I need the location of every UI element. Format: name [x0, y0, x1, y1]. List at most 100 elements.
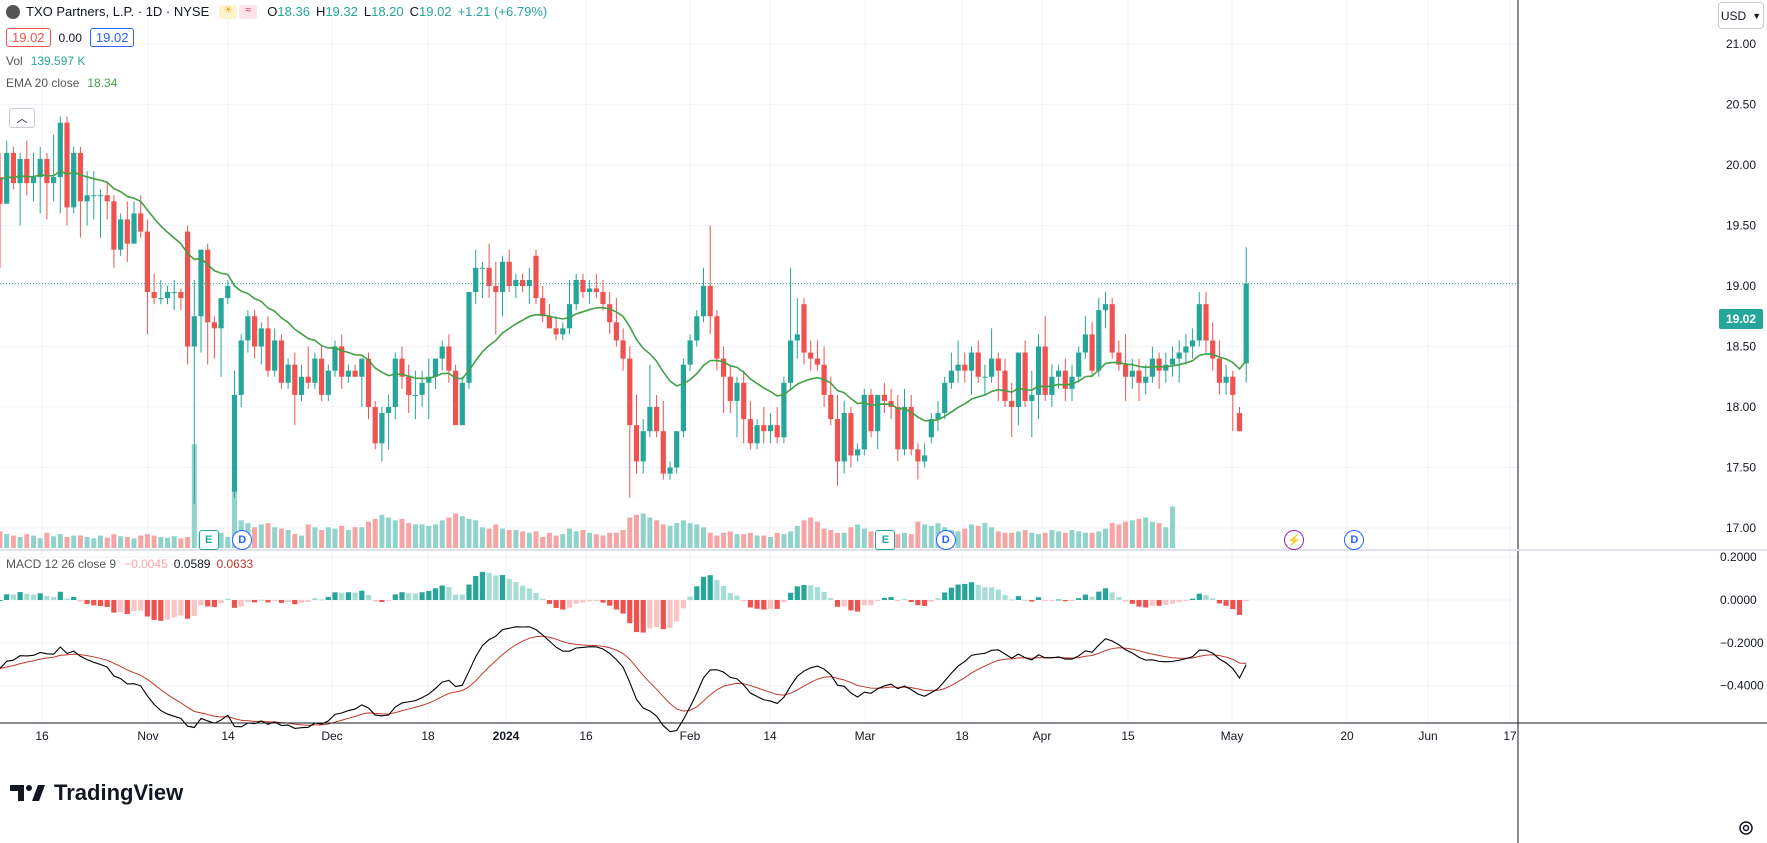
dividend-marker[interactable]: D — [935, 530, 956, 550]
macd-histogram-bar — [1223, 600, 1229, 606]
tradingview-logo[interactable]: TradingView — [10, 780, 183, 806]
volume-bar — [520, 531, 526, 548]
candle-body — [1136, 370, 1142, 383]
time-tick-label: 18 — [421, 729, 435, 743]
price-tick-label: 19.00 — [1726, 279, 1756, 293]
candle-body — [834, 419, 841, 462]
currency-selector[interactable]: USD ▼ — [1718, 2, 1764, 29]
macd-histogram-bar — [1116, 596, 1122, 600]
volume-bar — [707, 532, 713, 548]
volume-bar — [788, 531, 794, 548]
time-tick-label: 16 — [35, 729, 49, 743]
price-tick-label: 20.50 — [1726, 98, 1756, 112]
volume-bar — [741, 534, 747, 548]
macd-histogram-bar — [131, 600, 137, 612]
candle-body — [225, 286, 231, 299]
macd-histogram-bar — [225, 598, 231, 600]
candle-body — [727, 376, 733, 401]
spread-value: 0.00 — [58, 30, 82, 45]
sell-button[interactable]: 19.02 — [6, 28, 51, 47]
symbol-title[interactable]: TXO Partners, L.P. · 1D · NYSE — [26, 4, 210, 19]
macd-histogram-bar — [520, 585, 526, 600]
macd-histogram-bar — [714, 579, 720, 600]
candle-body — [868, 394, 874, 432]
macd-histogram-bar — [238, 600, 244, 607]
macd-histogram-bar — [553, 600, 559, 608]
macd-histogram-bar — [647, 600, 653, 629]
volume-bar — [928, 525, 934, 548]
volume-bar — [1069, 530, 1075, 548]
dividend-marker[interactable]: D — [1344, 530, 1365, 550]
price-tick-label: 21.00 — [1726, 37, 1756, 51]
candle-body — [814, 358, 820, 365]
chart-settings-button[interactable] — [1735, 817, 1757, 839]
volume-bar — [513, 530, 519, 548]
candle-body — [1042, 346, 1048, 395]
macd-histogram-bar — [305, 600, 311, 602]
volume-bar — [359, 527, 365, 548]
volume-bar — [593, 534, 599, 548]
candle-body — [352, 370, 358, 377]
macd-histogram-bar — [0, 600, 3, 601]
candle-body — [1002, 370, 1008, 401]
macd-histogram-bar — [365, 595, 372, 600]
candle-body — [1062, 370, 1068, 389]
macd-histogram-bar — [1123, 600, 1129, 602]
candle-body — [613, 322, 619, 341]
candle-body — [104, 195, 110, 202]
macd-histogram-bar — [526, 588, 532, 600]
macd-histogram-bar — [64, 598, 70, 600]
macd-histogram-bar — [667, 600, 673, 629]
volume-bar — [533, 531, 539, 548]
candle-body — [1009, 400, 1015, 407]
volume-bar — [386, 517, 392, 548]
macd-histogram-bar — [1076, 598, 1082, 600]
volume-bar — [218, 532, 224, 548]
candle-body — [51, 177, 57, 184]
volume-bar — [654, 520, 660, 548]
candle-body — [660, 431, 666, 474]
earnings-marker[interactable]: E — [875, 530, 896, 550]
macd-histogram-bar — [895, 600, 901, 602]
candle-body — [1056, 370, 1062, 377]
candle-body — [1116, 352, 1122, 365]
macd-histogram-bar — [566, 600, 573, 608]
volume-bar — [138, 535, 144, 548]
currency-label: USD — [1720, 8, 1747, 23]
macd-histogram-bar — [459, 594, 465, 600]
candlesticks — [0, 116, 1249, 504]
macd-histogram-bar — [620, 600, 626, 614]
candle-body — [667, 467, 673, 474]
volume-bar — [479, 527, 485, 548]
macd-histogram-bar — [319, 599, 325, 601]
candle-body — [285, 364, 291, 383]
candle-body — [761, 425, 767, 432]
macd-histogram-bar — [231, 600, 238, 608]
volume-bar — [399, 518, 405, 548]
low-value: 18.20 — [371, 4, 404, 19]
buy-button[interactable]: 19.02 — [89, 28, 135, 47]
macd-histogram-bar — [359, 590, 365, 600]
volume-bar — [178, 538, 184, 548]
volume-bar — [995, 531, 1001, 548]
time-tick-label: Mar — [855, 729, 876, 743]
macd-histogram-bar — [580, 600, 586, 603]
dividend-marker[interactable]: D — [232, 530, 253, 550]
macd-histogram-bar — [922, 600, 928, 606]
earnings-marker[interactable]: E — [198, 530, 219, 550]
price-tick-label: 18.00 — [1726, 400, 1756, 414]
split-marker[interactable]: ⚡ — [1284, 530, 1305, 550]
macd-histogram-bar — [989, 587, 995, 600]
macd-histogram-bar — [540, 598, 546, 600]
ema-value: 18.34 — [87, 76, 118, 90]
collapse-legend-button[interactable]: ︿ — [9, 108, 35, 128]
volume-bar — [546, 532, 552, 548]
candle-body — [151, 292, 157, 299]
candle-body — [252, 316, 258, 347]
macd-histogram-bar — [372, 600, 378, 602]
volume-bar — [91, 538, 97, 548]
macd-histogram-bar — [600, 600, 606, 603]
volume-bar — [768, 536, 773, 548]
macd-histogram-bar — [379, 600, 385, 602]
